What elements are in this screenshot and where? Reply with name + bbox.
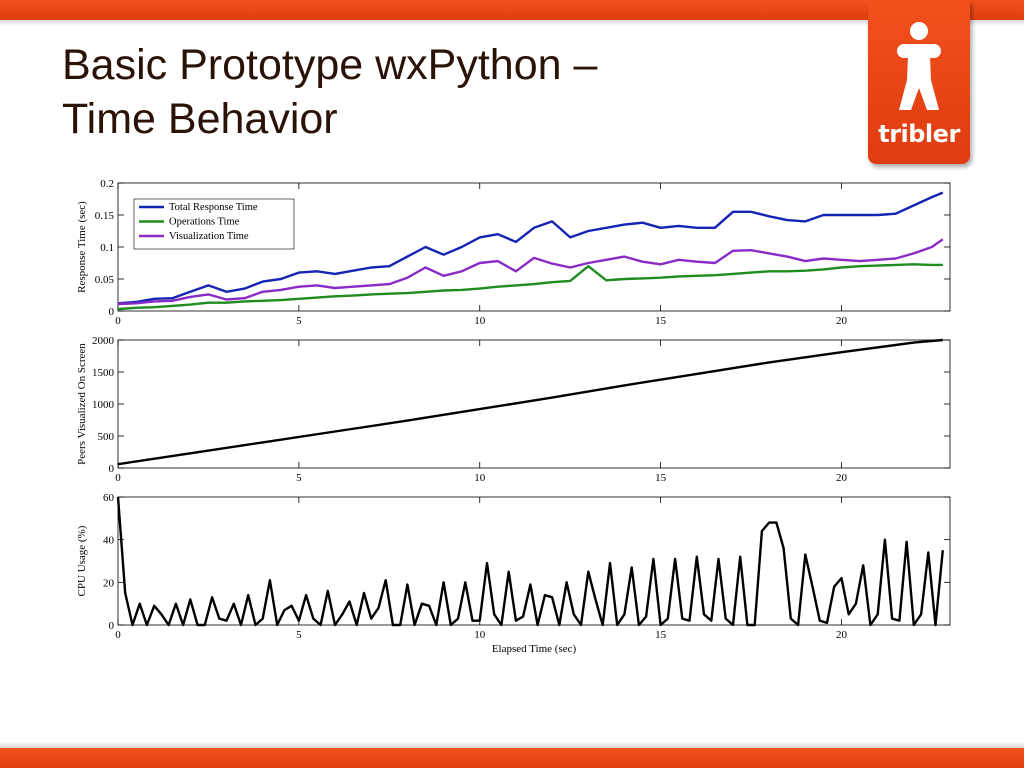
bottom-accent-band: [0, 748, 1024, 768]
legend: Total Response Time Operations Time Visual…: [133, 198, 295, 250]
x-tick-label: 0: [115, 315, 121, 327]
y-tick-label: 40: [103, 535, 115, 547]
y-tick-label: 0: [109, 306, 115, 318]
logo-wordmark: tribler: [878, 120, 960, 148]
x-tick-label: 20: [836, 472, 848, 484]
x-axis-label: Elapsed Time (sec): [492, 643, 577, 655]
y-tick-label: 0: [109, 620, 115, 632]
x-tick-label: 15: [655, 629, 667, 641]
x-tick-label: 0: [115, 472, 121, 484]
slide-title-line-2: Time Behavior: [62, 95, 338, 143]
slide-title: Basic Prototype wxPython – Time Behavior: [62, 38, 842, 146]
y-tick-label: 500: [98, 431, 115, 443]
chart-panel-1: 0 5 10 15 20 0 0.05 0.1 0.15 0.2 Response Time (se…: [76, 178, 951, 327]
series-line-3: [117, 238, 944, 306]
tribler-figure-icon: [897, 22, 941, 110]
chart-panel-2: 0 5 10 15 20 0 500 1000 1500 2000 Peers Visualized…: [76, 335, 951, 484]
x-tick-label: 15: [655, 315, 667, 327]
x-tick-label: 15: [655, 472, 667, 484]
series-line-2: [117, 263, 943, 311]
x-tick-label: 20: [836, 629, 848, 641]
x-tick-label: 5: [296, 315, 302, 327]
y-tick-label: 60: [103, 492, 115, 504]
legend-entry: Total Response Time: [169, 202, 258, 213]
series-line-1: [117, 338, 943, 466]
x-tick-label: 5: [296, 629, 302, 641]
y-tick-label: 1500: [92, 367, 115, 379]
y-tick-label: 0.05: [95, 274, 115, 286]
tribler-logo: tribler: [868, 0, 970, 164]
x-tick-label: 10: [474, 315, 486, 327]
slide-title-line-1: Basic Prototype wxPython –: [62, 41, 598, 89]
x-tick-label: 5: [296, 472, 302, 484]
y-tick-label: 2000: [92, 335, 115, 347]
series-line-1: [116, 496, 944, 627]
top-band-shadow: [0, 20, 1024, 26]
y-axis-label: CPU Usage (%): [76, 525, 88, 596]
chart-panel-3: 0 5 10 15 20 0 20 40 60 CPU Usage (%) Elapsed Time…: [76, 492, 951, 655]
x-tick-label: 20: [836, 315, 848, 327]
bottom-band-shadow: [0, 741, 1024, 748]
y-axis-label: Peers Visualized On Screen: [76, 343, 88, 465]
y-tick-label: 0: [109, 463, 115, 475]
y-tick-label: 20: [103, 577, 115, 589]
x-tick-label: 10: [474, 629, 486, 641]
legend-entry: Visualization Time: [169, 231, 249, 242]
x-tick-label: 10: [474, 472, 486, 484]
top-accent-band: [0, 0, 1024, 20]
y-tick-label: 0.1: [100, 242, 114, 254]
y-axis-label: Response Time (sec): [76, 201, 88, 293]
y-tick-label: 1000: [92, 399, 115, 411]
plot-frame: [117, 339, 951, 469]
series-line-1: [117, 191, 944, 305]
x-tick-label: 0: [115, 629, 121, 641]
legend-entry: Operations Time: [169, 217, 240, 228]
y-tick-label: 0.2: [100, 178, 114, 190]
y-tick-label: 0.15: [95, 210, 115, 222]
